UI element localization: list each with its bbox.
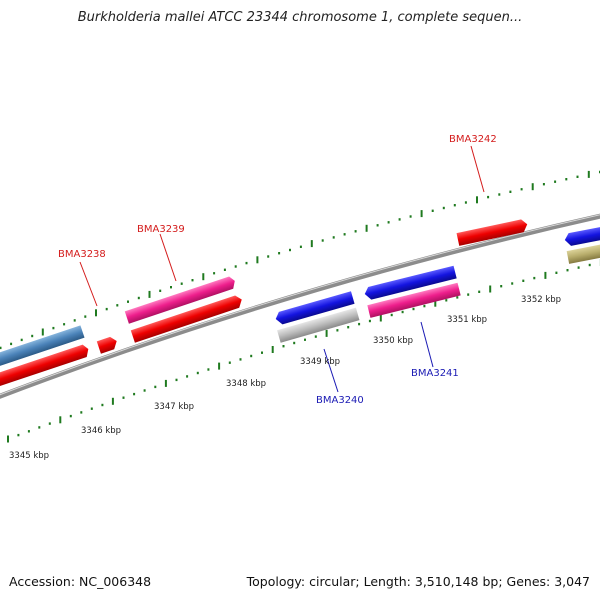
scale-label-3348: 3348 kbp <box>226 379 266 389</box>
gene-bma3240[interactable] <box>274 291 355 326</box>
scale-label-3352: 3352 kbp <box>521 295 561 305</box>
chromosome-backbone-highlight <box>0 214 600 396</box>
gene-blue-right[interactable] <box>564 224 600 247</box>
gene-gray[interactable] <box>277 307 360 343</box>
genome-stats-text: Topology: circular; Length: 3,510,148 bp… <box>246 574 590 589</box>
leader-bma3241 <box>420 321 434 368</box>
leader-bma3240 <box>323 348 339 393</box>
leader-bma3238 <box>79 261 98 307</box>
scale-label-3346: 3346 kbp <box>81 426 121 436</box>
gene-bma3242[interactable] <box>456 218 529 246</box>
scale-label-3347: 3347 kbp <box>154 402 194 412</box>
gene-label-bma3239[interactable]: BMA3239 <box>137 224 185 235</box>
lower-tick-track <box>7 259 600 443</box>
scale-label-3351: 3351 kbp <box>447 315 487 325</box>
gene-bma3239[interactable] <box>124 275 237 324</box>
leader-bma3242 <box>470 145 485 193</box>
gene-olive-right[interactable] <box>566 241 600 264</box>
upper-tick-track <box>0 170 600 350</box>
leader-bma3239 <box>159 233 177 282</box>
gene-steelblue-left[interactable] <box>0 325 85 369</box>
gene-bma3238-marker[interactable] <box>96 335 119 354</box>
chromosome-backbone <box>0 213 600 399</box>
accession-text: Accession: NC_006348 <box>9 574 152 589</box>
gene-bma3241-blue[interactable] <box>363 265 457 301</box>
scale-label-3345: 3345 kbp <box>9 451 49 461</box>
gene-bma3241[interactable] <box>367 282 461 318</box>
gene-label-bma3240[interactable]: BMA3240 <box>316 395 364 406</box>
map-title: Burkholderia mallei ATCC 23344 chromosom… <box>77 10 523 25</box>
scale-label-3349: 3349 kbp <box>300 357 340 367</box>
scale-label-3350: 3350 kbp <box>373 336 413 346</box>
gene-label-bma3238[interactable]: BMA3238 <box>58 249 106 260</box>
gene-label-bma3241[interactable]: BMA3241 <box>411 368 459 379</box>
gene-red-upper-2[interactable] <box>130 294 244 343</box>
gene-label-bma3242[interactable]: BMA3242 <box>449 134 497 145</box>
gene-red-upper-1[interactable] <box>0 343 91 389</box>
